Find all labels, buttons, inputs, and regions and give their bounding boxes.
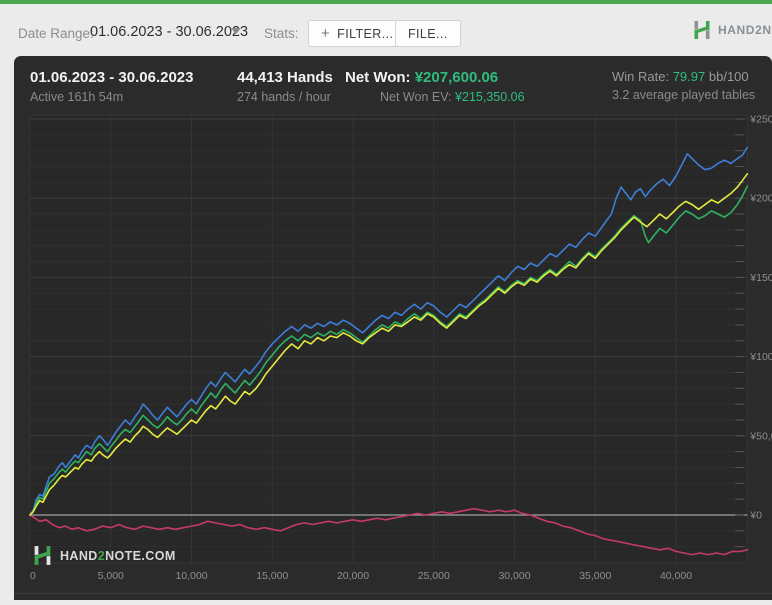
x-axis-label: 10,000 xyxy=(175,570,207,582)
watermark-text-2: 2 xyxy=(97,548,106,563)
x-axis-label: 5,000 xyxy=(98,570,124,582)
filter-button-label: FILTER... xyxy=(337,26,394,41)
net-won-label: Net Won: xyxy=(345,69,411,86)
net-won-ev-value: ¥215,350.06 xyxy=(455,90,525,104)
avg-tables: 3.2 average played tables xyxy=(612,88,756,102)
summary-winrate-block: Win Rate: 79.97 bb/100 3.2 average playe… xyxy=(612,69,755,102)
toolbar: Date Range: 01.06.2023 - 30.06.2023 Stat… xyxy=(0,4,772,56)
brand-text: HAND2NOTE xyxy=(718,23,772,37)
x-axis-label: 40,000 xyxy=(660,570,692,582)
filter-button[interactable]: + FILTER... xyxy=(308,20,407,47)
chevron-down-icon[interactable] xyxy=(231,28,241,34)
y-axis-label: ¥50,000 xyxy=(749,430,772,442)
hand2note-watermark: HAND2NOTE.COM xyxy=(32,545,176,566)
plus-icon: + xyxy=(321,25,331,42)
net-won-value: ¥207,600.06 xyxy=(414,69,499,86)
date-range-selector[interactable]: 01.06.2023 - 30.06.2023 xyxy=(90,24,249,40)
summary-date-block: 01.06.2023 - 30.06.2023 Active 161h 54m xyxy=(30,69,193,104)
x-axis-label: 35,000 xyxy=(579,570,611,582)
hand2note-logo-icon xyxy=(694,21,710,39)
series-yellow-line xyxy=(29,172,749,516)
y-axis-label: ¥250,000 xyxy=(749,114,772,126)
summary-header: 01.06.2023 - 30.06.2023 Active 161h 54m … xyxy=(14,56,772,113)
series-green-line xyxy=(29,185,749,516)
x-axis-label: 0 xyxy=(30,570,36,582)
summary-hands: 44,413 Hands xyxy=(237,69,333,86)
win-rate-value: 79.97 xyxy=(672,69,706,84)
y-axis-label: ¥200,000 xyxy=(749,193,772,205)
file-button-label: FILE... xyxy=(408,26,448,41)
x-axis-label: 20,000 xyxy=(337,570,369,582)
win-rate-label: Win Rate: xyxy=(612,69,670,84)
x-axis-label: 30,000 xyxy=(498,570,530,582)
net-won-ev-label: Net Won EV: xyxy=(380,90,452,104)
hand2note-watermark-icon xyxy=(34,546,51,565)
watermark-text-3: NOTE.COM xyxy=(105,548,176,563)
win-rate-unit: bb/100 xyxy=(708,69,749,84)
plot-area xyxy=(29,114,748,564)
summary-hands-per-hour: 274 hands / hour xyxy=(237,90,331,104)
top-accent-bar xyxy=(0,0,772,4)
file-button[interactable]: FILE... xyxy=(395,20,461,47)
y-axis-label: ¥100,000 xyxy=(749,351,772,363)
winnings-chart: 0 5,000 10,000 15,000 20,000 25,000 30,000 35,0… xyxy=(14,113,772,600)
winnings-chart-svg: 0 5,000 10,000 15,000 20,000 25,000 30,000 35,0… xyxy=(29,114,772,582)
series-blue-line xyxy=(29,146,749,516)
summary-networn-block: Net Won: ¥207,600.06 Net Won EV: ¥215,35… xyxy=(345,69,525,104)
report-panel: 01.06.2023 - 30.06.2023 Active 161h 54m … xyxy=(14,56,772,600)
watermark-text-1: HAND xyxy=(60,548,98,563)
y-axis-label: ¥0 xyxy=(749,510,762,522)
hand2note-brand: HAND2NOTE xyxy=(692,20,772,40)
summary-date-range: 01.06.2023 - 30.06.2023 xyxy=(30,69,194,86)
summary-hands-block: 44,413 Hands 274 hands / hour xyxy=(237,69,333,104)
y-axis-label: ¥150,000 xyxy=(749,272,772,284)
date-range-label: Date Range: xyxy=(18,26,94,41)
series-red-line xyxy=(29,507,749,556)
stats-label: Stats: xyxy=(264,26,299,41)
x-axis-label: 25,000 xyxy=(418,570,450,582)
panel-bottom-divider xyxy=(14,593,772,594)
x-axis-label: 15,000 xyxy=(256,570,288,582)
summary-active-time: Active 161h 54m xyxy=(30,90,124,104)
